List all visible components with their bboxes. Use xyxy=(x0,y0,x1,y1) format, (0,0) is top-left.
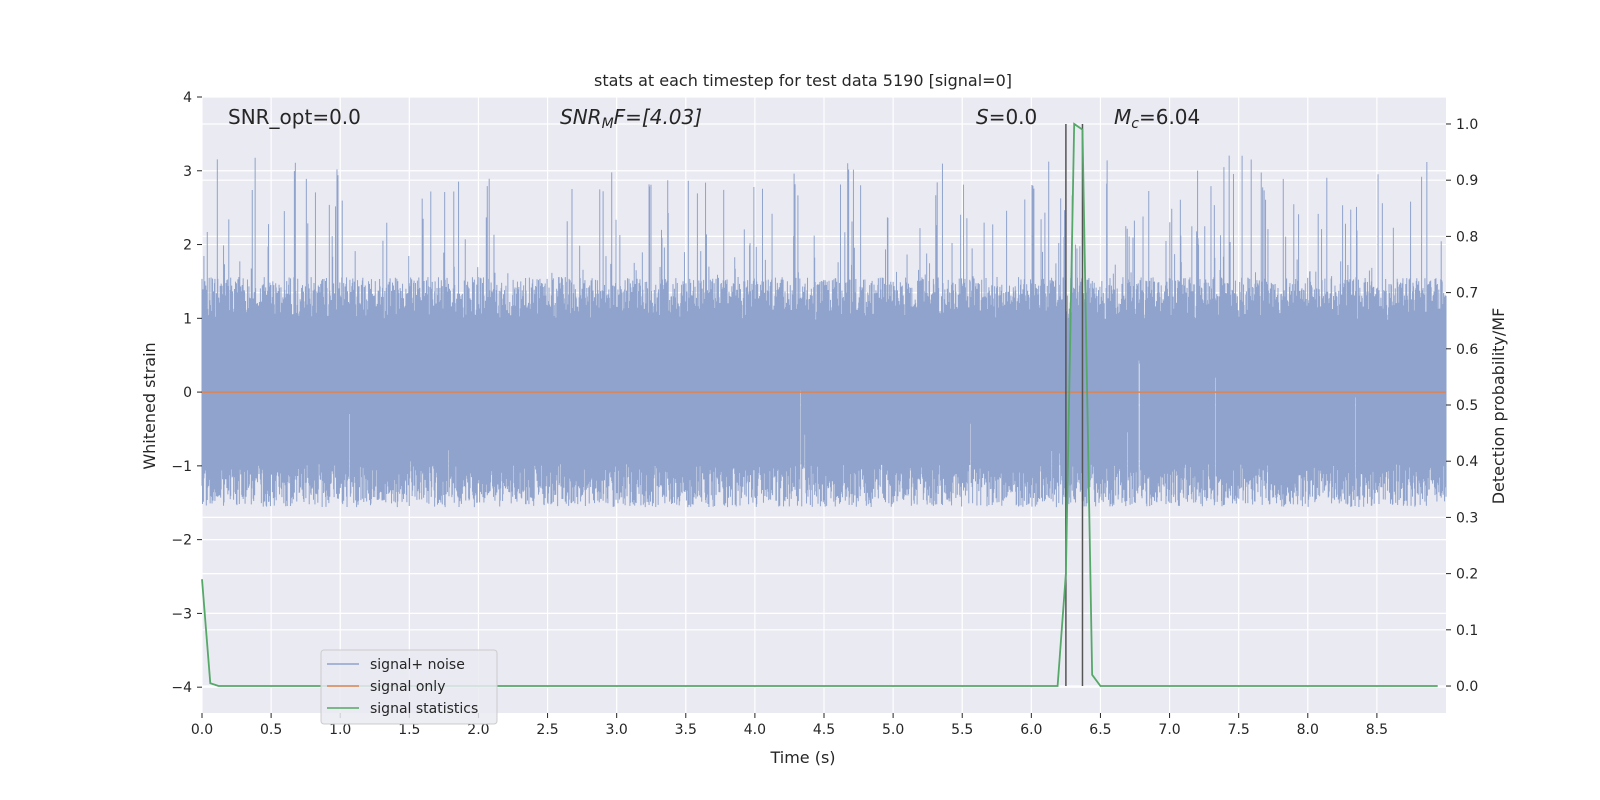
annotation-snr-mf-italic: SNR xyxy=(560,105,602,129)
y-right-tick-label: 0.5 xyxy=(1456,398,1478,414)
y-left-tick-label: 1 xyxy=(183,311,192,327)
x-tick-label: 1.5 xyxy=(398,722,420,738)
annotation-snr-opt: SNR_opt=0.0 xyxy=(228,105,361,129)
y-left-tick-label: −3 xyxy=(171,606,192,622)
annotation-mc-rest: =6.04 xyxy=(1139,105,1200,129)
annotation-s-rest: =0.0 xyxy=(989,105,1038,129)
x-tick-label: 1.0 xyxy=(329,722,351,738)
x-tick-label: 4.0 xyxy=(744,722,766,738)
x-tick-label: 7.5 xyxy=(1228,722,1250,738)
legend-label-signal-noise: signal+ noise xyxy=(370,657,465,673)
y-right-tick-label: 0.4 xyxy=(1456,454,1478,470)
y-right-tick-label: 0.0 xyxy=(1456,679,1478,695)
x-axis-ticks: 0.0 0.5 1.0 1.5 2.0 2.5 3.0 3.5 4.0 4.5 5.0 5.5 6.0 6… xyxy=(191,713,1388,738)
y-left-tick-label: −4 xyxy=(171,680,192,696)
y-right-tick-label: 0.8 xyxy=(1456,229,1478,245)
annotation-snr-mf: SNRMF=[4.03] xyxy=(560,105,702,132)
x-tick-label: 4.5 xyxy=(813,722,835,738)
x-tick-label: 5.5 xyxy=(951,722,973,738)
x-tick-label: 6.0 xyxy=(1020,722,1042,738)
legend-label-signal-statistics: signal statistics xyxy=(370,701,478,717)
x-tick-label: 8.0 xyxy=(1297,722,1319,738)
x-tick-label: 0.0 xyxy=(191,722,213,738)
y-left-tick-label: 3 xyxy=(183,164,192,180)
annotation-snr-mf-sub: M xyxy=(602,116,614,132)
x-tick-label: 3.0 xyxy=(606,722,628,738)
y-left-tick-label: 0 xyxy=(183,385,192,401)
annotation-mc: Mc=6.04 xyxy=(1114,105,1200,132)
y-left-tick-label: −1 xyxy=(171,459,192,475)
y-right-tick-label: 0.6 xyxy=(1456,342,1478,358)
legend-label-signal-only: signal only xyxy=(370,679,445,695)
x-tick-label: 7.0 xyxy=(1158,722,1180,738)
y-right-tick-label: 0.7 xyxy=(1456,286,1478,302)
annotation-s-italic: S xyxy=(976,105,989,129)
y-right-tick-label: 0.2 xyxy=(1456,567,1478,583)
y-left-tick-label: −2 xyxy=(171,533,192,549)
y-right-axis-ticks: 0.0 0.1 0.2 0.3 0.4 0.5 0.6 0.7 0.8 0.9 1.0 xyxy=(1446,117,1478,695)
y-left-tick-label: 2 xyxy=(183,238,192,254)
annotation-mc-sub: c xyxy=(1131,116,1139,132)
x-axis-label: Time (s) xyxy=(769,748,835,767)
y-right-tick-label: 0.1 xyxy=(1456,623,1478,639)
x-tick-label: 3.5 xyxy=(675,722,697,738)
y-right-tick-label: 0.9 xyxy=(1456,173,1478,189)
annotation-s: S=0.0 xyxy=(976,105,1037,129)
legend-box xyxy=(320,649,498,725)
y-right-axis-label: Detection probability/MF xyxy=(1489,308,1508,505)
x-tick-label: 2.5 xyxy=(536,722,558,738)
y-right-tick-label: 1.0 xyxy=(1456,117,1478,133)
line-series xyxy=(201,122,1446,687)
series-signal-statistics xyxy=(201,122,1438,687)
y-left-tick-label: 4 xyxy=(183,90,192,106)
y-left-axis-ticks: −4 −3 −2 −1 0 1 2 3 4 xyxy=(171,90,202,696)
annotation-mc-italic: M xyxy=(1114,105,1131,129)
x-tick-label: 0.5 xyxy=(260,722,282,738)
chart-title: stats at each timestep for test data 519… xyxy=(594,71,1012,90)
legend: signal+ noise signal only signal statist… xyxy=(320,649,498,725)
x-tick-label: 5.0 xyxy=(882,722,904,738)
x-tick-label: 8.5 xyxy=(1366,722,1388,738)
y-left-axis-label: Whitened strain xyxy=(140,342,159,469)
x-tick-label: 2.0 xyxy=(467,722,489,738)
x-tick-label: 6.5 xyxy=(1089,722,1111,738)
annotation-snr-mf-rest: F=[4.03] xyxy=(614,105,702,129)
y-right-tick-label: 0.3 xyxy=(1456,510,1478,526)
